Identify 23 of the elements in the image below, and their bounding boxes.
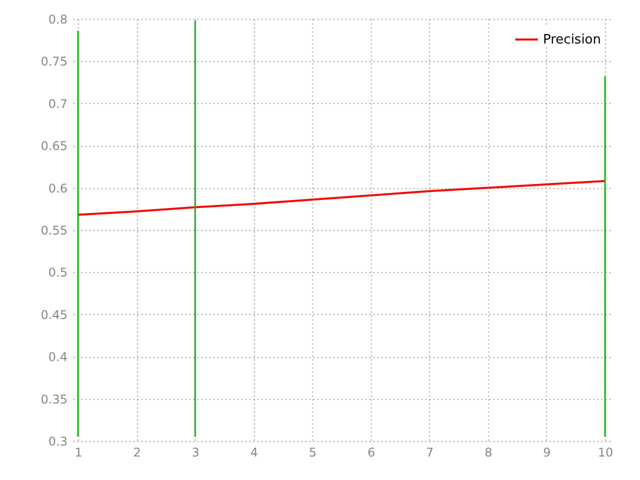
y-tick-label: 0.5 <box>48 266 68 280</box>
x-tick-label: 8 <box>484 446 492 460</box>
y-tick-label: 0.55 <box>40 224 68 238</box>
y-tick-label: 0.6 <box>48 181 68 196</box>
y-tick-label: 0.8 <box>48 12 68 26</box>
x-tick-label: 10 <box>598 446 614 460</box>
y-tick-label: 0.4 <box>48 350 68 364</box>
x-tick-label: 7 <box>426 446 434 460</box>
x-tick-label: 5 <box>308 446 317 460</box>
y-tick-label: 0.3 <box>48 434 68 448</box>
x-tick-label: 9 <box>543 446 551 460</box>
x-tick-label: 2 <box>133 446 141 460</box>
y-tick-label: 0.7 <box>48 96 68 111</box>
x-tick-label: 1 <box>74 446 82 460</box>
y-tick-label: 0.45 <box>40 308 68 322</box>
y-tick-label: 0.75 <box>40 54 68 69</box>
x-tick-label: 6 <box>367 446 376 460</box>
legend-label: Precision <box>543 32 602 48</box>
x-tick-label: 4 <box>250 446 258 460</box>
y-tick-label: 0.65 <box>40 139 68 154</box>
x-tick-label: 3 <box>192 446 200 460</box>
y-tick-label: 0.35 <box>40 392 68 406</box>
line-series <box>77 180 606 216</box>
